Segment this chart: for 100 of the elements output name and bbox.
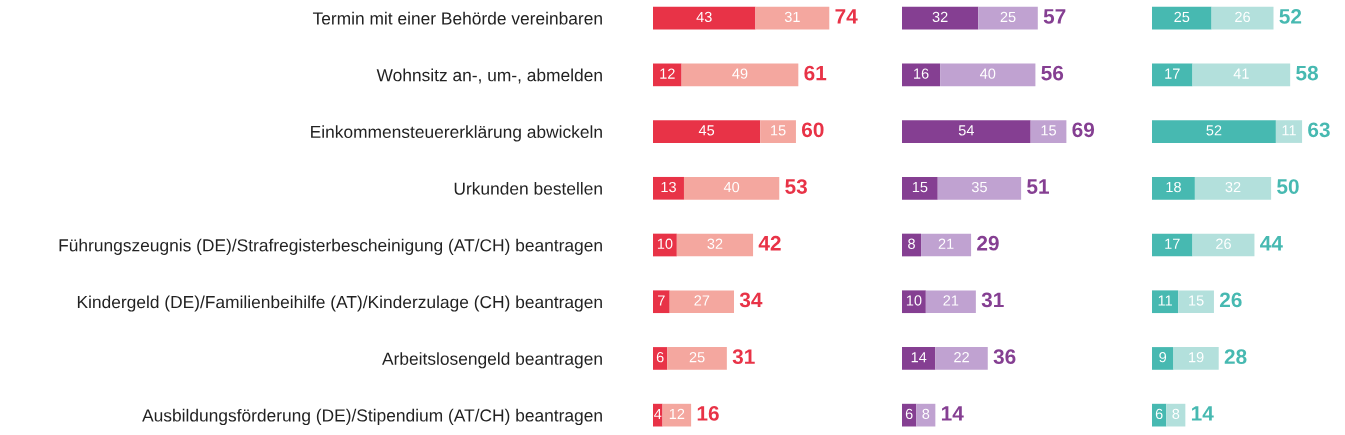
- total-label: 57: [1043, 9, 1066, 24]
- bar: [1152, 120, 1276, 143]
- y-tick-label: Arbeitslosengeld beantragen: [382, 352, 602, 369]
- data-label: 26: [1235, 11, 1250, 23]
- data-label: 21: [938, 238, 954, 249]
- total-label: 56: [1041, 65, 1064, 81]
- bar: [667, 347, 727, 370]
- data-label: 32: [932, 11, 948, 23]
- bar: [1030, 120, 1067, 143]
- bar: [653, 6, 756, 30]
- total-label: 53: [785, 179, 807, 194]
- bar: [1211, 6, 1274, 30]
- y-tick-label: Wohnsitz an-, um-, abmelden: [376, 68, 602, 84]
- y-tick-label: Ausbildungsförderung (DE)/Stipendium (AT/CH) beantragen: [142, 408, 602, 426]
- bar: [676, 233, 754, 257]
- y-tick-label: Kindergeld (DE)/Familienbeihilfe (AT)/Kinderzulage (CH) beantragen: [77, 295, 602, 312]
- bar: [755, 6, 830, 30]
- total-label: 42: [758, 235, 781, 251]
- total-label: 51: [1027, 179, 1049, 194]
- data-label: 25: [689, 352, 705, 363]
- data-label: 17: [1165, 238, 1180, 249]
- bar: [760, 120, 796, 143]
- bar: [1192, 63, 1291, 87]
- bar: [902, 120, 1031, 143]
- bar: [1152, 290, 1179, 314]
- bar: [1152, 347, 1174, 370]
- data-label: 19: [1189, 352, 1204, 363]
- data-label: 25: [1174, 11, 1190, 23]
- data-label: 43: [696, 11, 712, 23]
- total-label: 74: [835, 9, 858, 24]
- y-tick-label: Termin mit einer Behörde vereinbaren: [312, 11, 602, 25]
- data-label: 10: [657, 238, 673, 249]
- data-label: 7: [658, 295, 665, 306]
- data-label: 32: [1225, 181, 1241, 193]
- data-label: 13: [661, 181, 676, 193]
- data-label: 10: [906, 295, 922, 306]
- data-label: 17: [1165, 68, 1180, 79]
- bar: [937, 176, 1022, 200]
- total-label: 14: [1191, 406, 1214, 421]
- bar: [653, 290, 670, 314]
- data-label: 15: [1189, 295, 1204, 306]
- total-label: 34: [739, 292, 763, 308]
- data-label: 8: [1172, 408, 1180, 420]
- y-tick-label: Einkommensteuererklärung abwickeln: [311, 125, 602, 142]
- bar: [925, 290, 976, 314]
- bar: [940, 63, 1036, 87]
- bar: [921, 233, 972, 257]
- bar: [681, 63, 799, 87]
- y-tick-label: Urkunden bestellen: [454, 182, 602, 195]
- data-label: 40: [723, 181, 740, 193]
- bar: [669, 290, 734, 314]
- data-label: 8: [908, 238, 915, 249]
- total-label: 52: [1279, 8, 1302, 24]
- total-label: 63: [1308, 122, 1330, 138]
- bar: [1152, 233, 1193, 257]
- bar: [1194, 176, 1272, 200]
- total-label: 36: [993, 349, 1016, 365]
- total-label: 31: [732, 349, 755, 365]
- data-label: 40: [979, 68, 996, 79]
- bar: [1152, 176, 1195, 200]
- data-label: 41: [1233, 68, 1249, 79]
- data-label: 16: [914, 68, 929, 79]
- data-label: 15: [912, 182, 928, 193]
- bar: [653, 347, 668, 370]
- bar: [1152, 63, 1193, 87]
- data-label: 6: [656, 352, 664, 363]
- bar: [902, 347, 936, 370]
- bar: [683, 176, 780, 200]
- bar: [653, 176, 684, 200]
- total-label: 26: [1219, 292, 1242, 308]
- bar: [1173, 347, 1219, 370]
- data-label: 21: [943, 295, 959, 306]
- bar: [1275, 120, 1303, 143]
- data-label: 6: [905, 408, 913, 420]
- bar: [653, 120, 761, 143]
- data-label: 49: [732, 68, 748, 79]
- data-label: 54: [958, 125, 975, 136]
- bar: [902, 233, 922, 257]
- bar: [978, 6, 1038, 30]
- total-label: 29: [977, 235, 999, 251]
- bar: [1192, 233, 1255, 257]
- data-label: 32: [707, 238, 723, 249]
- data-label: 18: [1166, 181, 1181, 193]
- bar: [1152, 6, 1212, 30]
- bar: [653, 403, 663, 427]
- total-label: 58: [1296, 65, 1318, 81]
- bar: [902, 290, 926, 314]
- data-label: 52: [1206, 125, 1222, 136]
- data-label: 8: [922, 408, 930, 420]
- bar: [653, 63, 682, 87]
- total-label: 31: [981, 292, 1004, 308]
- data-label: 9: [1159, 352, 1167, 363]
- bar: [902, 176, 938, 200]
- data-label: 15: [771, 125, 786, 136]
- bar: [1178, 290, 1214, 314]
- total-label: 61: [804, 65, 827, 81]
- total-label: 50: [1277, 179, 1299, 194]
- data-label: 11: [1282, 125, 1296, 136]
- data-label: 25: [1000, 11, 1016, 23]
- data-label: 26: [1216, 238, 1231, 249]
